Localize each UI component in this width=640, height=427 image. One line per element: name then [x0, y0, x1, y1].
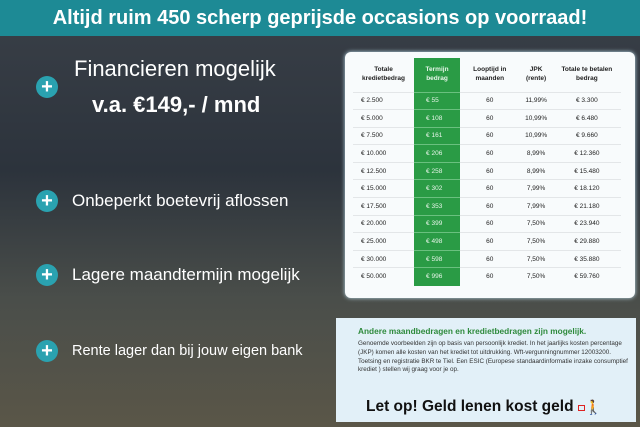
- table-cell: 10,99%: [519, 109, 553, 128]
- table-cell: € 161: [414, 126, 461, 145]
- table-cell: € 17.500: [353, 197, 415, 216]
- info-body: Genoemde voorbeelden zijn op basis van p…: [358, 340, 628, 374]
- table-row: € 12.500 € 258 60 8,99% € 15.480: [353, 161, 621, 180]
- loan-table-card: Totale kredietbedrag Termijn bedrag Loopti…: [345, 52, 635, 298]
- table-row: € 5.000 € 108 60 10,99% € 6.480: [353, 109, 621, 128]
- table-row: € 10.000 € 206 60 8,99% € 12.360: [353, 144, 621, 163]
- plus-icon: +: [36, 190, 58, 212]
- column-header: JPK (rente): [525, 65, 547, 82]
- table-row: € 2.500 € 55 60 11,99% € 3.300: [353, 91, 621, 110]
- table-cell: € 399: [414, 214, 461, 233]
- table-cell: € 108: [414, 109, 461, 128]
- table-row: € 15.000 € 302 60 7,99% € 18.120: [353, 179, 621, 198]
- table-cell: € 50.000: [353, 267, 415, 286]
- warning: Let op! Geld lenen kost geld 🚶: [366, 398, 602, 416]
- plus-icon: +: [36, 76, 58, 98]
- table-cell: € 29.880: [552, 232, 621, 251]
- table-cell: € 598: [414, 249, 461, 268]
- table-cell: € 25.000: [353, 232, 415, 251]
- feature-financing-price: v.a. €149,- / mnd: [92, 92, 261, 117]
- table-cell: € 30.000: [353, 249, 415, 268]
- column-header: Totale te betalen bedrag: [561, 65, 613, 82]
- table-cell: € 12.500: [353, 161, 415, 180]
- table-row: € 30.000 € 598 60 7,50% € 35.880: [353, 249, 621, 268]
- table-row: € 17.500 € 353 60 7,99% € 21.180: [353, 197, 621, 216]
- table-cell: € 498: [414, 232, 461, 251]
- table-cell: € 5.000: [353, 109, 415, 128]
- banner-title: Altijd ruim 450 scherp geprijsde occasio…: [52, 6, 588, 29]
- table-cell: 7,99%: [519, 179, 553, 198]
- table-cell: 7,99%: [519, 197, 553, 216]
- table-cell: 7,50%: [519, 267, 553, 286]
- table-cell: € 15.480: [552, 161, 621, 180]
- table-cell: 60: [460, 91, 520, 110]
- table-cell: € 206: [414, 144, 461, 163]
- table-cell: 60: [460, 232, 520, 251]
- loan-table: Totale kredietbedrag Termijn bedrag Loopti…: [353, 58, 621, 286]
- table-cell: 11,99%: [519, 91, 553, 110]
- table-cell: € 20.000: [353, 214, 415, 233]
- table-cell: € 15.000: [353, 179, 415, 198]
- table-cell: 7,50%: [519, 249, 553, 268]
- table-cell: 10,99%: [519, 126, 553, 145]
- table-cell: 60: [460, 214, 520, 233]
- table-cell: € 10.000: [353, 144, 415, 163]
- table-cell: € 18.120: [552, 179, 621, 198]
- feature-repay: Onbeperkt boetevrij aflossen: [72, 191, 289, 210]
- table-cell: 60: [460, 197, 520, 216]
- feature-financing: Financieren mogelijk: [74, 56, 276, 81]
- table-row: € 7.500 € 161 60 10,99% € 9.660: [353, 126, 621, 145]
- table-cell: 60: [460, 161, 520, 180]
- info-panel: Andere maandbedragen en kredietbedragen …: [336, 318, 636, 422]
- table-cell: € 7.500: [353, 126, 415, 145]
- table-row: € 25.000 € 498 60 7,50% € 29.880: [353, 232, 621, 251]
- table-row: € 50.000 € 996 60 7,50% € 59.760: [353, 267, 621, 286]
- warning-text: Let op! Geld lenen kost geld: [366, 398, 574, 415]
- table-row: € 20.000 € 399 60 7,50% € 23.940: [353, 214, 621, 233]
- table-cell: € 258: [414, 161, 461, 180]
- table-cell: € 23.940: [552, 214, 621, 233]
- table-cell: 60: [460, 249, 520, 268]
- table-cell: 8,99%: [519, 161, 553, 180]
- column-header: Looptijd in maanden: [473, 65, 507, 82]
- table-cell: € 6.480: [552, 109, 621, 128]
- plus-icon: +: [36, 264, 58, 286]
- table-cell: 60: [460, 144, 520, 163]
- table-cell: € 12.360: [552, 144, 621, 163]
- feature-interest: Rente lager dan bij jouw eigen bank: [72, 343, 303, 359]
- info-heading: Andere maandbedragen en kredietbedragen …: [358, 326, 587, 336]
- table-cell: € 55: [414, 91, 461, 110]
- table-cell: € 3.300: [552, 91, 621, 110]
- table-cell: 8,99%: [519, 144, 553, 163]
- table-cell: € 353: [414, 197, 461, 216]
- table-cell: 60: [460, 109, 520, 128]
- walking-person-icon: 🚶: [577, 399, 602, 416]
- feature-lower-term: Lagere maandtermijn mogelijk: [72, 265, 300, 284]
- table-cell: € 9.660: [552, 126, 621, 145]
- table-cell: € 996: [414, 267, 461, 286]
- table-cell: € 302: [414, 179, 461, 198]
- table-cell: 60: [460, 267, 520, 286]
- table-cell: € 2.500: [353, 91, 415, 110]
- table-cell: 7,50%: [519, 214, 553, 233]
- table-cell: € 59.760: [552, 267, 621, 286]
- table-cell: € 35.880: [552, 249, 621, 268]
- plus-icon: +: [36, 340, 58, 362]
- column-header: Termijn bedrag: [414, 58, 461, 92]
- top-banner: Altijd ruim 450 scherp geprijsde occasio…: [0, 0, 640, 36]
- table-cell: 60: [460, 126, 520, 145]
- column-header: Totale kredietbedrag: [362, 65, 406, 82]
- table-cell: € 21.180: [552, 197, 621, 216]
- table-cell: 7,50%: [519, 232, 553, 251]
- table-cell: 60: [460, 179, 520, 198]
